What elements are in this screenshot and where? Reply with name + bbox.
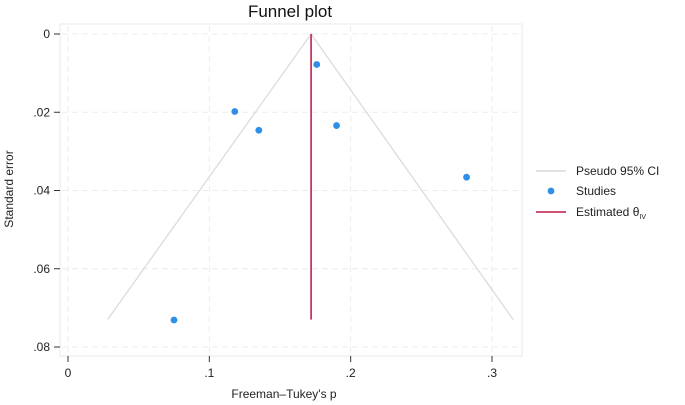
axes: 0 .1 .2 .3 0 .02 .04 .06 .08: [33, 27, 497, 380]
grid-lines: [62, 26, 520, 354]
y-axis-title: Standard error: [2, 150, 16, 227]
legend-estimate-subscript: IV: [639, 214, 646, 221]
x-tick-label-1: .1: [204, 366, 214, 380]
legend-ci-label: Pseudo 95% CI: [576, 164, 659, 178]
y-tick-label-0: 0: [43, 27, 50, 41]
y-tick-label-1: .02: [33, 105, 50, 119]
study-point-3: [333, 122, 340, 129]
x-tick-label-0: 0: [65, 366, 72, 380]
y-tick-label-2: .04: [33, 184, 50, 198]
study-point-4: [463, 173, 470, 181]
series-layer: [107, 32, 514, 324]
study-point-0: [313, 61, 321, 68]
chart-title: Funnel plot: [248, 2, 332, 21]
legend: Pseudo 95% CI Studies Estimated θIV: [536, 164, 659, 221]
study-point-2: [255, 126, 263, 134]
x-tick-label-2: .2: [346, 366, 356, 380]
study-point-1: [231, 108, 239, 115]
legend-studies-swatch: [547, 187, 555, 195]
y-tick-label-4: .08: [33, 340, 50, 354]
legend-studies-label: Studies: [576, 184, 616, 198]
legend-estimate-label: Estimated θIV: [576, 205, 646, 221]
x-axis-title: Freeman–Tukey's p: [231, 387, 337, 401]
x-tick-label-3: .3: [487, 366, 497, 380]
y-tick-label-3: .06: [33, 262, 50, 276]
study-point-5: [170, 316, 178, 324]
